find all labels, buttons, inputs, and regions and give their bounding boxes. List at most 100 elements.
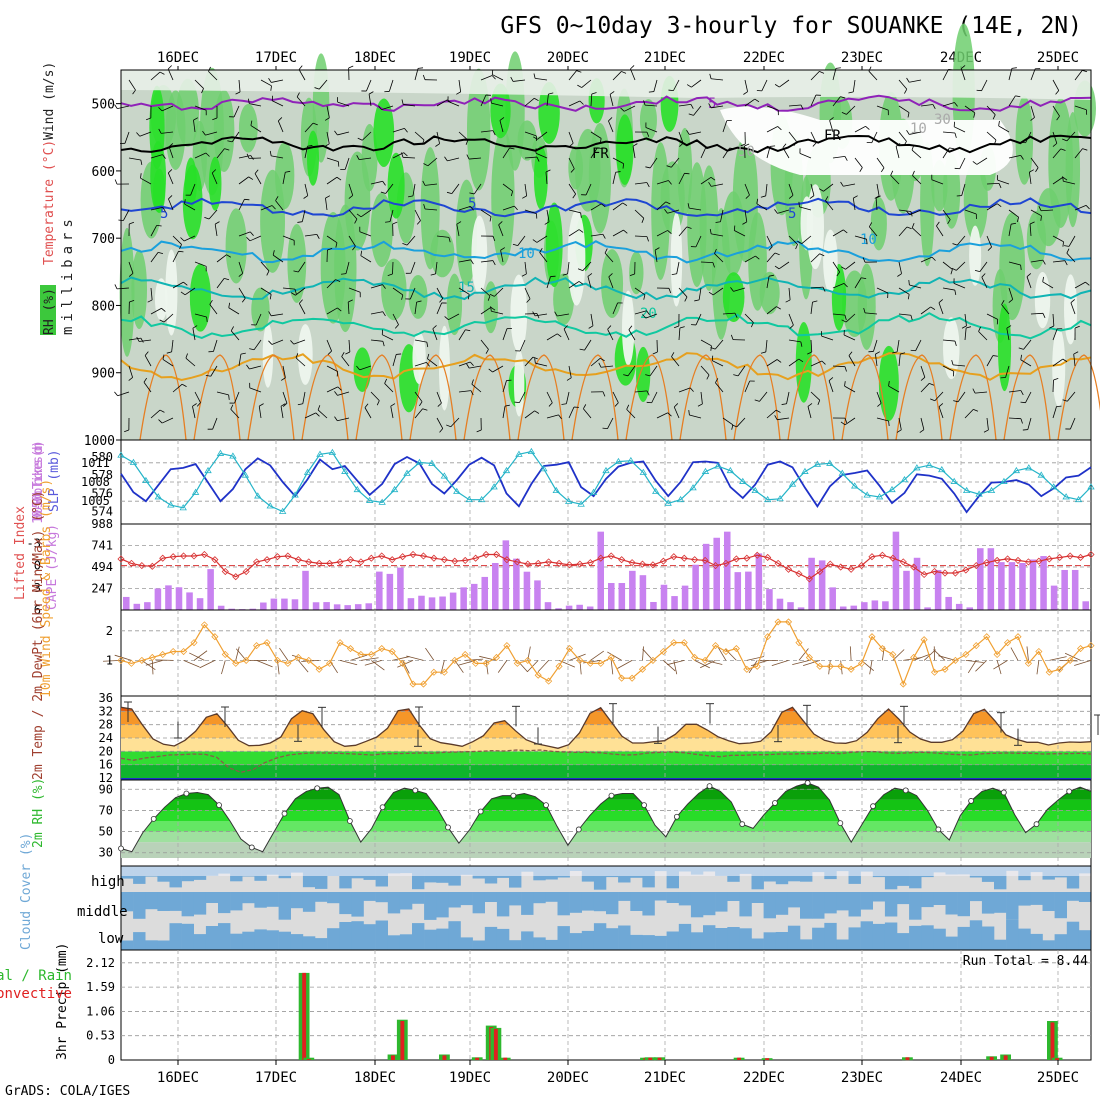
wind-barb-flag — [626, 404, 630, 410]
wind10m-barb — [802, 660, 820, 666]
wind-barb — [167, 68, 174, 81]
cloud-cover-bar — [1054, 892, 1067, 919]
wind-barb — [832, 155, 845, 159]
wind-barb-flag — [1062, 358, 1068, 363]
cloud-cover-bar — [557, 892, 570, 916]
wind-barb-flag — [489, 216, 492, 222]
cloud-cover-bar — [133, 892, 146, 919]
cape-bar — [270, 598, 278, 610]
wind-barb — [563, 328, 570, 341]
wind-barb — [1008, 154, 1021, 159]
rh-moist-patch — [408, 274, 428, 319]
wind-barb-flag — [602, 234, 606, 239]
wind-barb-flag — [548, 92, 554, 95]
wind-barb — [778, 261, 790, 270]
thickness-marker — [465, 495, 473, 503]
wind-barb — [436, 287, 444, 299]
cloud-cover-bar — [703, 925, 716, 950]
cloud-cover-bar — [569, 933, 582, 950]
wind-barb-flag — [818, 188, 824, 192]
wind-barb — [766, 105, 779, 111]
wind-barb-flag — [1042, 276, 1044, 282]
wind-barb — [782, 147, 790, 159]
wind-barb-flag — [392, 221, 398, 225]
wind10m-axis-label: 10m Wind Speed & Barbs (m/s) — [39, 479, 54, 698]
wind-barb-flag — [961, 325, 967, 329]
rh2m-marker — [379, 804, 386, 811]
warm-contour — [301, 354, 349, 441]
wind-barb-flag — [192, 325, 198, 329]
pressure-tick-label: 900 — [92, 367, 115, 382]
wind-barb — [964, 328, 967, 341]
wind-barb — [347, 301, 350, 315]
wind-barb-flag — [268, 311, 272, 317]
isotherm-line — [120, 352, 1092, 382]
wind-barb-flag — [402, 243, 408, 246]
wind-barb — [756, 203, 768, 211]
wind-barb-flag — [768, 246, 773, 251]
thickness-marker — [726, 466, 735, 474]
wind-barb-flag — [499, 117, 505, 121]
wind10m-speed-marker — [524, 656, 532, 664]
thickness-marker — [763, 495, 772, 503]
temperature-axis-label: Temperature (°C) — [42, 140, 57, 265]
wind-barb — [634, 182, 647, 185]
wind-barb-flag — [114, 391, 118, 397]
wind-barb — [345, 261, 350, 274]
wind10m-speed-marker — [419, 680, 428, 688]
wind-barb-flag — [401, 294, 404, 300]
thickness-marker — [390, 485, 399, 493]
rh-moist-patch — [238, 103, 258, 153]
wind-barb-flag — [159, 71, 165, 75]
wind-barb-flag — [314, 87, 320, 90]
wind10m-barb — [840, 660, 843, 675]
cape-bar — [376, 571, 383, 610]
wind-barb — [502, 205, 515, 211]
wind-barb-flag — [795, 244, 798, 250]
wind-barb — [568, 131, 574, 144]
wind-barb-flag — [230, 404, 234, 410]
wind-barb — [590, 203, 602, 211]
wind-barb-flag — [798, 358, 804, 363]
bottom-date-label: 20DEC — [547, 1070, 589, 1086]
wind-barb-flag — [327, 247, 333, 251]
wind-barb-flag — [250, 120, 253, 126]
thickness-marker — [1037, 471, 1045, 478]
cloud-cover-bar — [145, 940, 158, 950]
wind-barb — [150, 287, 153, 300]
wind-barb — [765, 339, 768, 352]
wind-barb-flag — [356, 155, 360, 160]
wind-barb — [712, 360, 724, 367]
lifted-index-marker — [857, 562, 866, 570]
lifted-index-marker — [576, 560, 584, 568]
wind-barb — [810, 360, 823, 367]
wind-barb — [590, 233, 603, 237]
wind-barb-flag — [1016, 217, 1020, 223]
lifted-index-marker — [826, 560, 834, 568]
cloud-cover-bar — [775, 892, 789, 915]
wind-barb — [537, 131, 548, 140]
cape-bar — [439, 596, 446, 610]
wind-barb — [458, 79, 462, 92]
wind-barb — [733, 287, 746, 292]
thickness-marker — [652, 487, 660, 494]
pressure-tick-label: 600 — [92, 165, 115, 180]
lifted-index-marker — [148, 562, 156, 570]
lifted-index-marker — [847, 565, 855, 573]
wind10m-barb — [996, 660, 1002, 675]
wind-barb — [920, 256, 933, 263]
wind-barb — [986, 105, 996, 115]
wind-barb — [582, 261, 592, 271]
wind-barb — [539, 252, 548, 263]
wind-barb-flag — [862, 257, 866, 263]
wind-barb-flag — [180, 237, 185, 242]
wind-barb-flag — [579, 348, 585, 351]
cape-bar — [281, 598, 288, 610]
cape-bar — [1050, 585, 1058, 610]
wind-barb-flag — [906, 77, 910, 83]
wind-barb — [964, 409, 974, 419]
wind-barb — [986, 313, 998, 320]
wind10m-barb — [923, 649, 936, 661]
wind10m-speed-marker — [910, 653, 918, 662]
wind-barb — [810, 71, 820, 81]
